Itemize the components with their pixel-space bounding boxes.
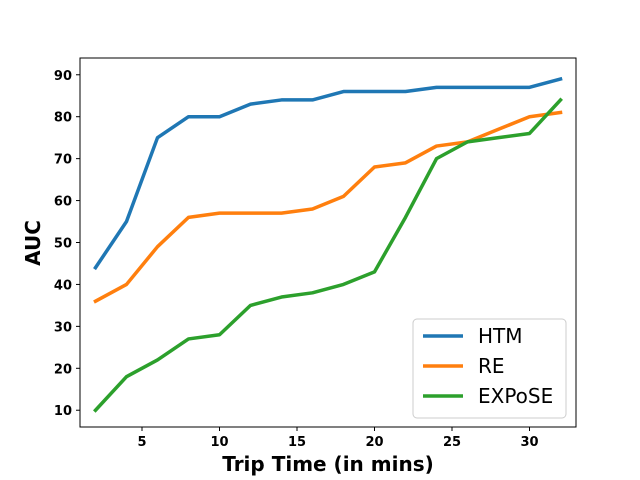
y-tick-label: 70 — [54, 153, 72, 168]
legend-box — [412, 318, 567, 419]
legend: HTM RE EXPoSE — [412, 318, 567, 419]
x-tick-label: 15 — [288, 435, 306, 450]
legend-label-htm: HTM — [478, 324, 523, 348]
y-tick-label: 40 — [54, 278, 72, 293]
y-tick-label: 30 — [54, 320, 72, 335]
y-tick-label: 20 — [54, 362, 72, 377]
x-tick-label: 20 — [365, 435, 383, 450]
legend-label-expose: EXPoSE — [478, 384, 553, 408]
x-axis-ticks: 5 10 15 20 25 30 — [137, 427, 539, 450]
series-line-htm — [93, 76, 563, 271]
series-line-re — [93, 110, 563, 304]
y-axis-ticks: 10 20 30 40 50 60 70 80 90 — [54, 69, 80, 419]
y-tick-label: 50 — [54, 237, 72, 252]
y-tick-label: 90 — [54, 69, 72, 84]
y-tick-label: 10 — [54, 404, 72, 419]
x-tick-label: 25 — [443, 435, 461, 450]
series-lines — [93, 76, 563, 413]
x-tick-label: 10 — [210, 435, 228, 450]
y-tick-label: 60 — [54, 195, 72, 210]
x-tick-label: 5 — [137, 435, 146, 450]
x-tick-label: 30 — [520, 435, 538, 450]
series-line-expose — [93, 97, 563, 413]
y-axis-label: AUC — [21, 220, 45, 266]
y-tick-label: 80 — [54, 111, 72, 126]
x-axis-label: Trip Time (in mins) — [222, 452, 433, 476]
legend-label-re: RE — [478, 354, 505, 378]
